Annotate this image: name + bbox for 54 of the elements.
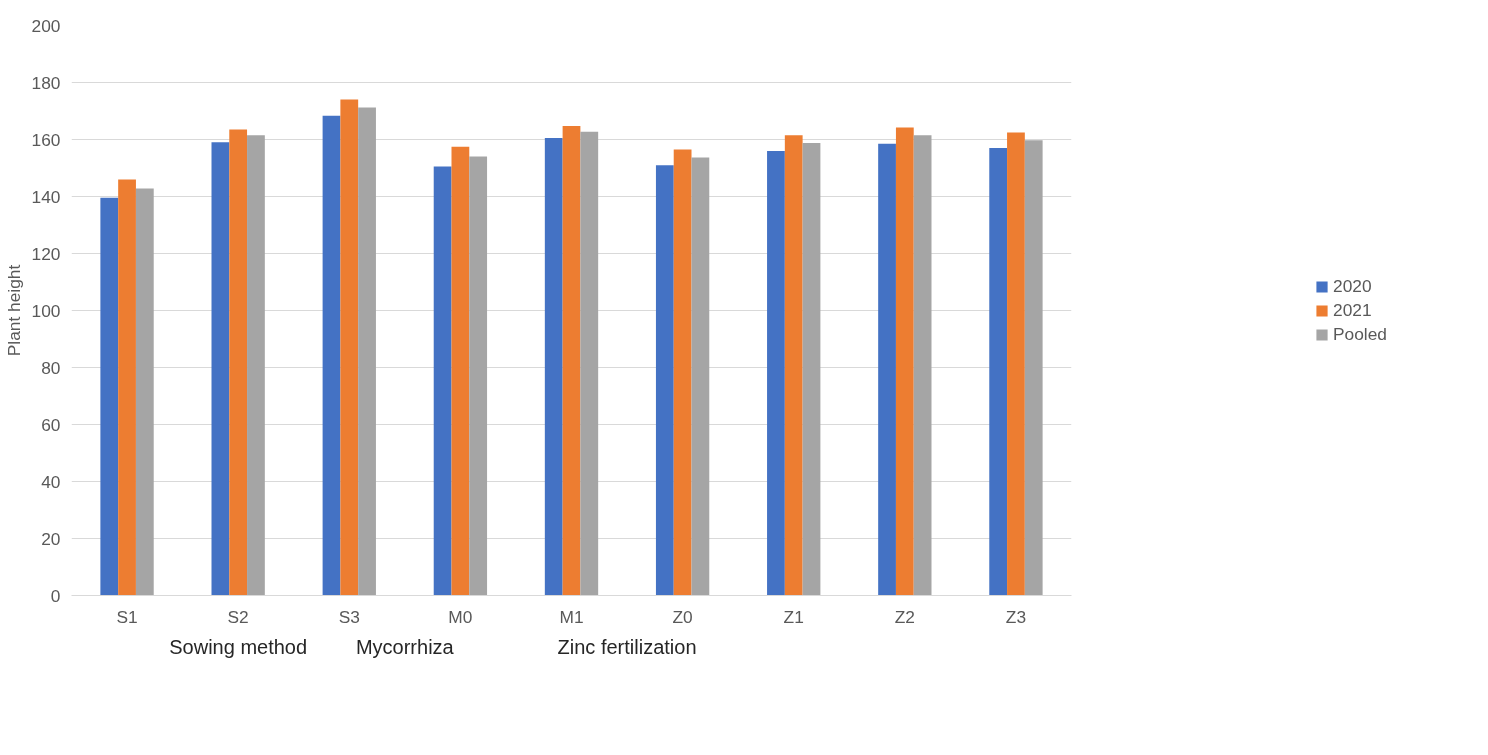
x-tick-label: Z3: [1005, 606, 1027, 627]
legend-label: 2020: [1333, 275, 1372, 297]
legend-label: Pooled: [1333, 323, 1387, 345]
y-tick-label: 180: [31, 72, 61, 93]
text: Sowing method: [169, 635, 308, 658]
bar: [784, 135, 803, 596]
bar: [878, 143, 896, 596]
bar: [118, 179, 136, 596]
y-tick-label: 200: [31, 15, 61, 36]
bar: [562, 126, 581, 596]
bar: [767, 150, 785, 596]
bar: [229, 129, 248, 596]
bar: [913, 135, 932, 596]
legend-label: 2021: [1333, 299, 1372, 321]
bar: [989, 148, 1008, 596]
y-tick-label: 20: [41, 528, 61, 549]
y-tick-label: 140: [31, 186, 61, 207]
bar: [322, 115, 341, 596]
bar: [895, 127, 914, 596]
bar: [655, 165, 674, 596]
x-tick-label: S3: [338, 606, 360, 627]
x-tick-label: M0: [448, 606, 473, 627]
x-tick-label: S1: [116, 606, 138, 627]
y-tick-label: 40: [41, 471, 61, 492]
bar: [469, 156, 488, 596]
y-tick-label: 0: [50, 585, 61, 606]
text: Zinc fertilization: [557, 635, 697, 658]
bar: [673, 149, 692, 596]
x-tick-label: Z0: [672, 606, 693, 627]
x-tick-label: S2: [227, 606, 249, 627]
y-axis-title: Plant height: [3, 264, 24, 357]
bar: [451, 146, 470, 596]
bar: [340, 99, 359, 596]
bar: [802, 142, 821, 596]
y-tick-label: 160: [31, 129, 61, 150]
bar: [100, 197, 119, 596]
bar: [358, 107, 376, 596]
bar: [1024, 140, 1043, 596]
bar: [691, 157, 710, 596]
bar: [135, 188, 154, 596]
text: Mycorrhiza: [355, 635, 455, 658]
y-tick-label: 80: [41, 357, 61, 378]
y-tick-label: 60: [41, 414, 61, 435]
bar: [544, 138, 563, 596]
bar: [433, 166, 452, 596]
bar: [580, 131, 599, 596]
y-tick-label: 120: [31, 243, 61, 264]
y-tick-label: 100: [31, 300, 61, 321]
bar: [211, 142, 230, 596]
x-tick-label: Z2: [894, 606, 915, 627]
bar: [247, 135, 265, 596]
x-tick-label: M1: [559, 606, 584, 627]
x-tick-label: Z1: [783, 606, 804, 627]
bar: [1007, 132, 1025, 596]
